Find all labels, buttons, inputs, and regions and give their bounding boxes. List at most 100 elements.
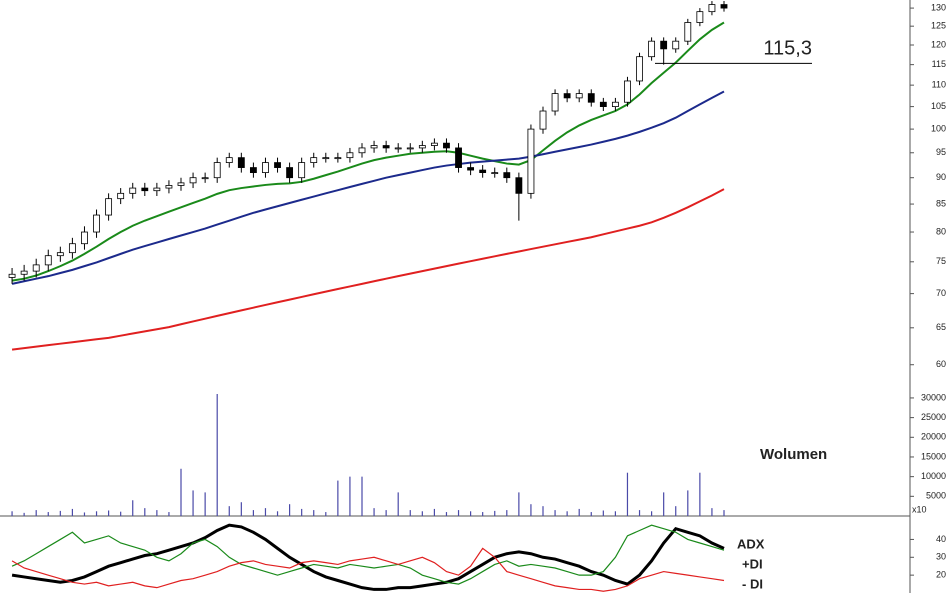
- y-tick-label: 40: [936, 534, 946, 544]
- candle-body: [503, 172, 511, 179]
- volume-bar: [421, 511, 423, 516]
- y-tick-label: 65: [936, 322, 946, 332]
- candle-body: [467, 167, 475, 171]
- volume-bar: [95, 511, 98, 516]
- volume-bar: [542, 506, 544, 516]
- volume-bar: [349, 476, 351, 516]
- candle-body: [358, 147, 366, 154]
- volume-bar: [192, 490, 194, 516]
- volume-bar: [240, 502, 242, 516]
- candle-body: [177, 182, 185, 186]
- volume-bar: [638, 510, 641, 516]
- indicator-line: [11, 547, 725, 592]
- volume-bar: [276, 511, 279, 516]
- candle-body: [491, 172, 499, 175]
- y-tick-label: 85: [936, 198, 946, 208]
- candle-body: [298, 162, 306, 179]
- moving-average: [11, 188, 725, 351]
- volume-bar: [156, 510, 158, 516]
- volume-bar: [301, 508, 303, 516]
- candle-body: [44, 255, 52, 266]
- volume-bar: [445, 512, 448, 516]
- unit-label: x10: [912, 504, 927, 514]
- candle-body: [648, 40, 656, 58]
- candle-body: [672, 40, 680, 50]
- candle-body: [93, 214, 100, 233]
- candle-body: [587, 93, 595, 103]
- candle-body: [322, 157, 330, 160]
- volume-bar: [228, 506, 230, 516]
- volume-bar: [132, 500, 134, 516]
- volume-bar: [482, 512, 484, 516]
- candle-body: [68, 243, 76, 254]
- y-tick-label: 120: [931, 39, 946, 49]
- candle-body: [455, 147, 462, 168]
- candle-body: [56, 252, 64, 257]
- candle-body: [684, 22, 692, 42]
- legend-label: +DI: [742, 556, 763, 571]
- volume-bar: [180, 468, 182, 516]
- volume-bar: [457, 510, 460, 516]
- candle-body: [370, 145, 378, 149]
- y-tick-label: 15000: [921, 451, 946, 461]
- volume-bar: [373, 508, 375, 516]
- volume-bar: [325, 512, 327, 516]
- volume-bar: [602, 510, 604, 516]
- candle-body: [418, 145, 426, 149]
- candle-body: [346, 152, 354, 159]
- candle-body: [660, 40, 668, 50]
- y-tick-label: 110: [932, 80, 946, 90]
- volume-bar: [83, 512, 86, 516]
- y-tick-label: 30000: [921, 392, 946, 402]
- volume-bar: [313, 510, 315, 516]
- volume-bar: [506, 510, 508, 516]
- y-tick-label: 25000: [921, 412, 946, 422]
- candle-body: [624, 80, 631, 103]
- candle-body: [165, 185, 173, 189]
- volume-bar: [626, 472, 629, 516]
- volume-bar: [361, 476, 363, 516]
- volume-bar: [252, 510, 254, 516]
- candle-body: [479, 169, 487, 174]
- candle-body: [225, 157, 233, 163]
- y-tick-label: 100: [931, 123, 946, 133]
- candle-body: [515, 177, 523, 194]
- candle-body: [575, 93, 583, 99]
- moving-average: [11, 21, 725, 282]
- volume-bar: [566, 511, 568, 516]
- y-tick-label: 75: [936, 256, 946, 266]
- candle-body: [81, 231, 88, 245]
- y-tick-label: 105: [931, 101, 946, 111]
- y-tick-label: 80: [936, 226, 946, 236]
- legend-label: ADX: [737, 536, 765, 551]
- y-tick-label: 70: [936, 288, 946, 298]
- volume-bar: [397, 492, 399, 516]
- volume-bar: [651, 511, 653, 516]
- volume-bar: [409, 510, 411, 516]
- indicator-line: [11, 524, 725, 585]
- volume-bar: [289, 504, 291, 516]
- candle-body: [334, 157, 342, 160]
- candle-body: [189, 177, 197, 184]
- candle-body: [406, 147, 414, 150]
- volume-bar: [530, 504, 532, 516]
- volume-label: Wolumen: [760, 446, 827, 463]
- candle-body: [237, 157, 245, 168]
- volume-bar: [494, 510, 496, 516]
- candle-body: [129, 187, 137, 194]
- candle-body: [599, 101, 607, 107]
- candle-body: [32, 264, 40, 272]
- candle-body: [539, 110, 547, 130]
- candle-body: [286, 167, 294, 179]
- candle-body: [8, 273, 16, 278]
- candle-body: [527, 128, 535, 194]
- legend-label: - DI: [742, 576, 763, 591]
- candle-body: [394, 147, 402, 150]
- candle-body: [117, 192, 125, 200]
- y-tick-label: 90: [936, 172, 946, 182]
- volume-bar: [385, 510, 387, 516]
- volume-bar: [470, 511, 472, 516]
- volume-bar: [590, 512, 592, 516]
- volume-bar: [204, 492, 206, 516]
